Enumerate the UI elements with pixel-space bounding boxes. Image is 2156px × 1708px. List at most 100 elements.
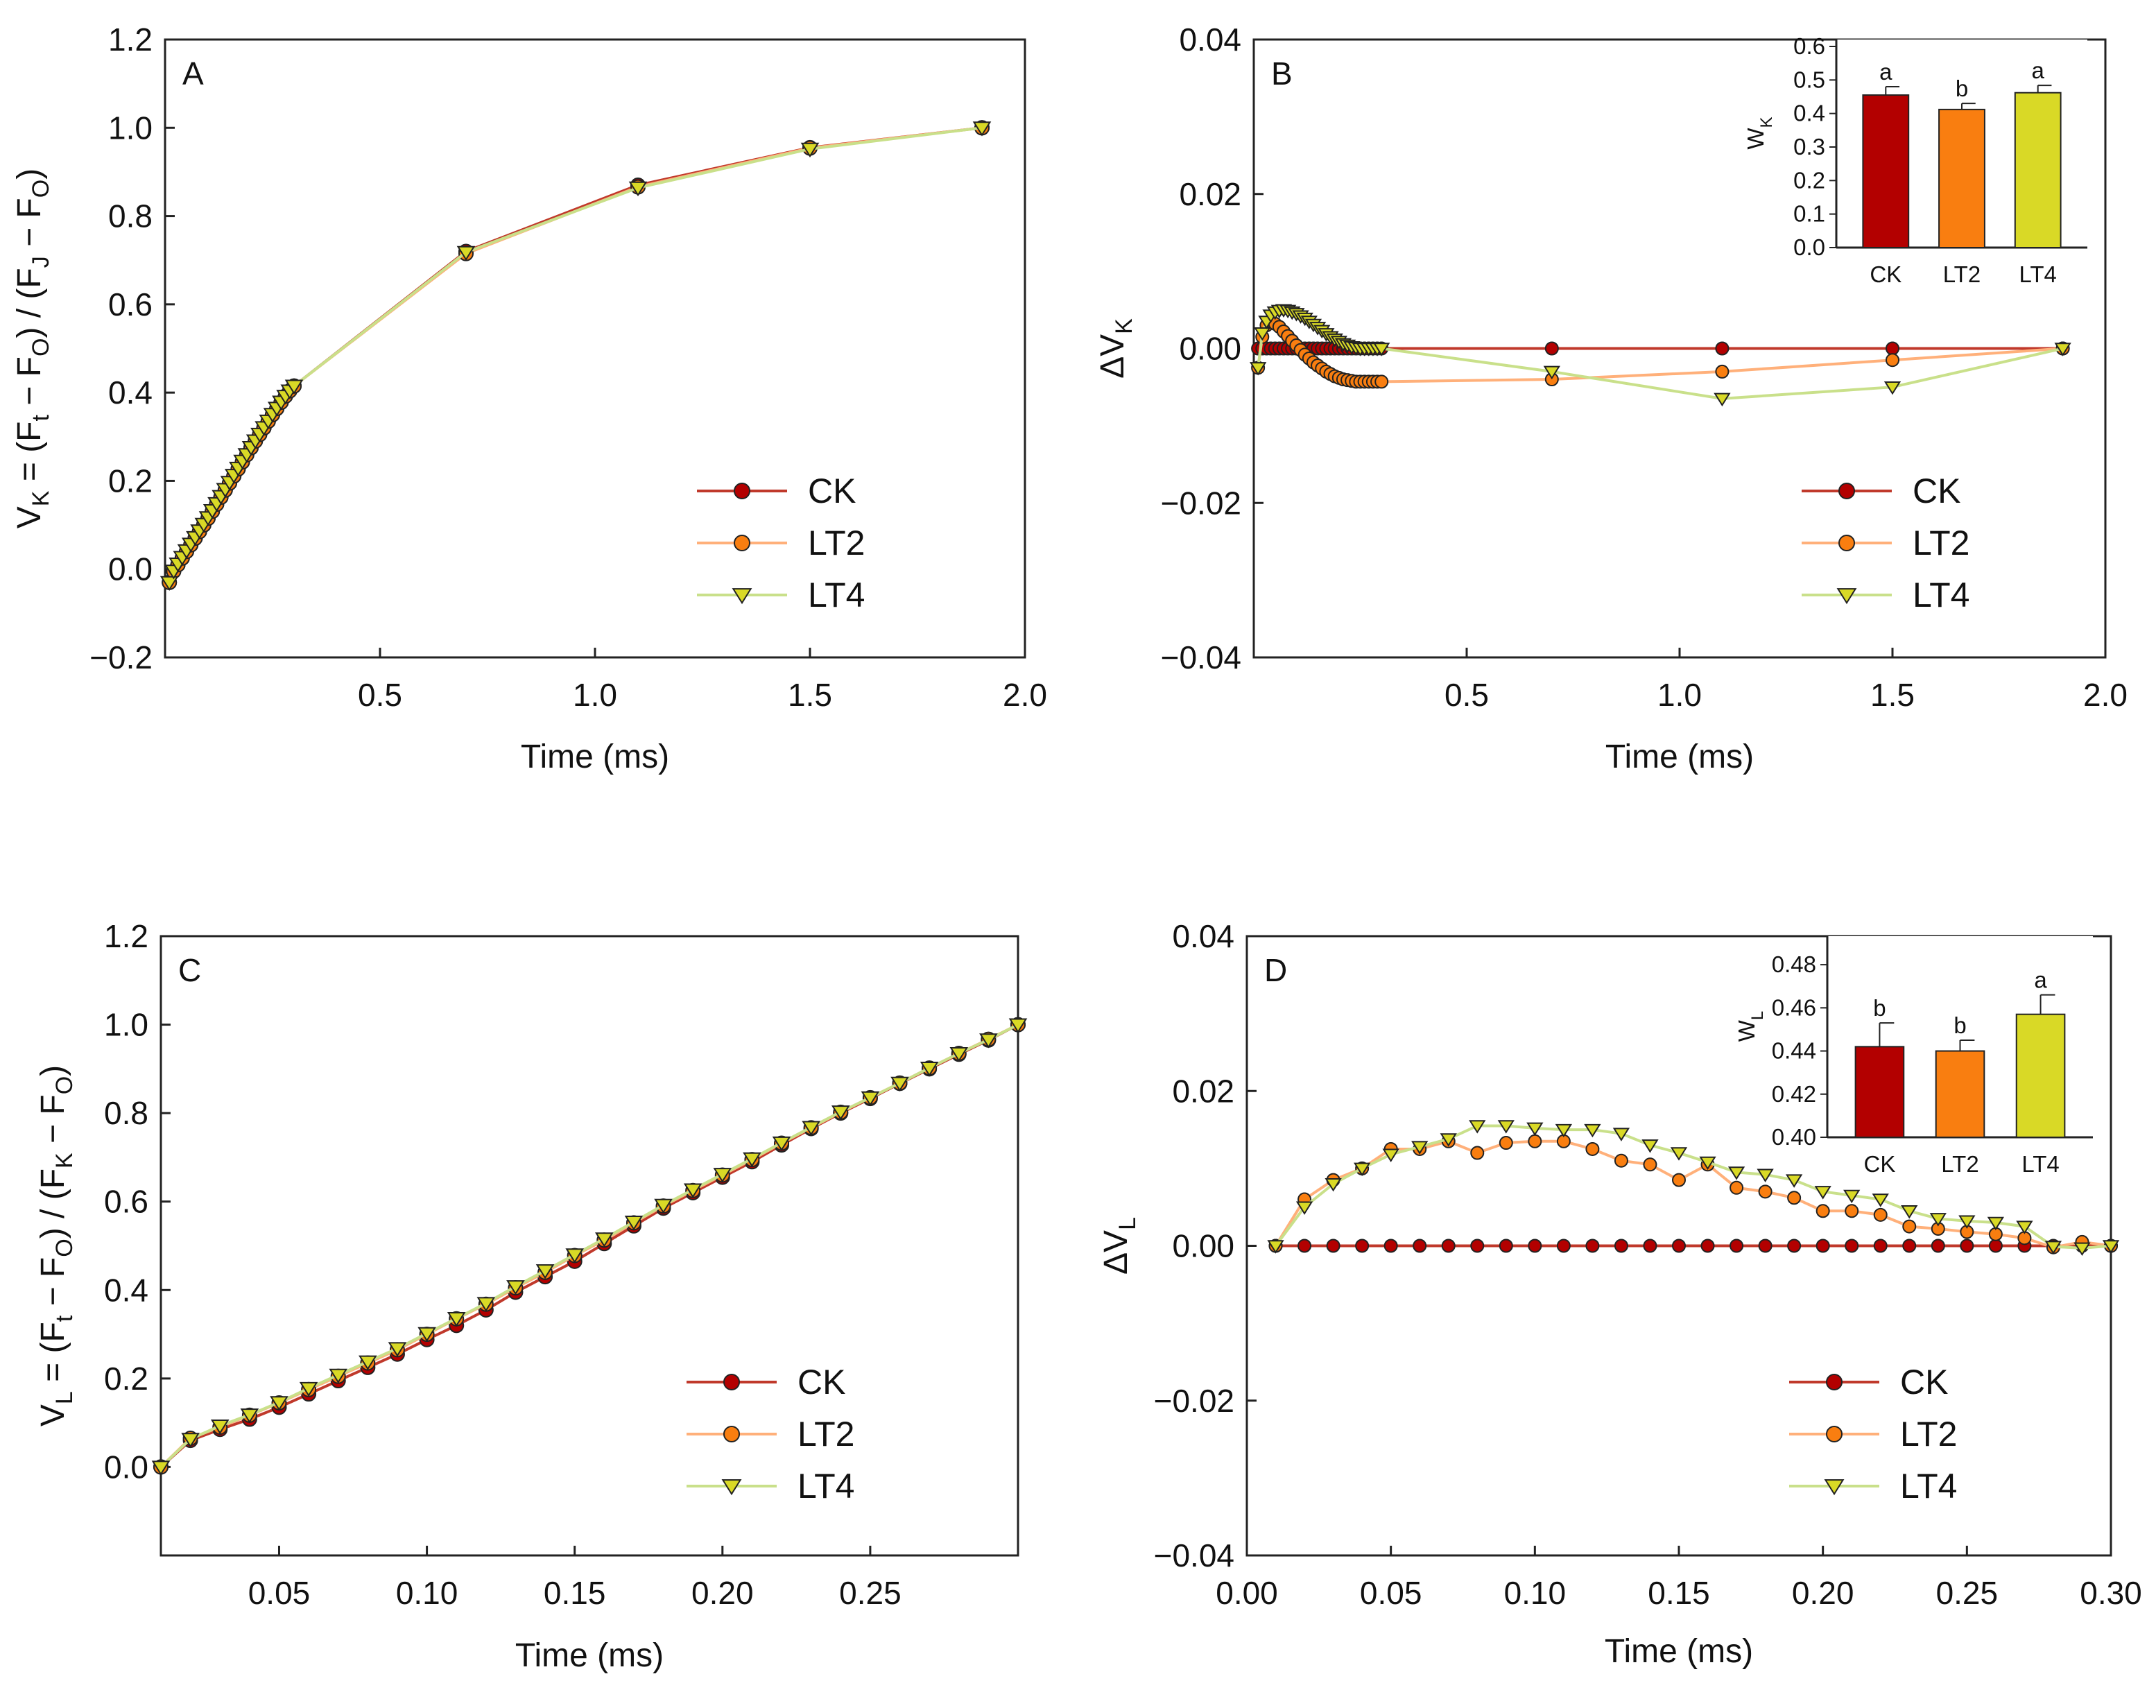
series-lt2 [1268,1134,2118,1254]
plot-frame [159,935,1019,1557]
inset-y-axis-title: WL [1734,1011,1767,1042]
panel-label: A [182,55,204,92]
y-tick-label: 0.4 [108,374,153,411]
inset-y-tick-label: 0.0 [1793,234,1825,260]
panel-c: C 0.0 0.2 0.4 0.6 0.8 1.0 1.2 0.05 0.10 0.15 0.20 0.… [35,918,1028,1674]
label-subscript: O [28,338,54,356]
data-point-ck [1470,1239,1485,1253]
data-point-ck [1988,1239,2003,1253]
data-point-lt4 [1714,393,1731,407]
data-point-lt4 [1929,1213,1947,1227]
data-point-lt2 [1499,1136,1513,1150]
y-tick-label: 0.00 [1172,1228,1234,1264]
label-subscript: K [28,490,54,506]
label-part: − F [11,356,48,415]
label-part: V [35,1404,71,1426]
data-point-lt4 [979,1033,998,1049]
data-point-lt4 [721,1479,742,1496]
data-point-lt2 [1886,353,1899,368]
data-point-lt4 [1883,381,1901,395]
legend: CK LT2 LT4 [697,472,865,614]
x-tick-label: 0.5 [358,677,402,713]
inset-y-tick-label: 0.48 [1772,951,1816,977]
data-point-lt4 [476,1297,496,1312]
x-tick-label: 0.20 [1792,1575,1854,1611]
data-point-lt4 [624,1216,644,1231]
data-point-lt4 [654,1198,673,1214]
data-point-lt2 [1873,1207,1888,1222]
legend-label-ck: CK [808,472,856,510]
data-point-lt2 [1585,1141,1600,1156]
inset-significance-label: a [1879,59,1892,85]
legend-label-lt2: LT2 [808,524,865,562]
inset-y-tick-label: 0.1 [1793,201,1825,227]
y-axis-title: ΔVK [1094,318,1137,379]
panel-label: D [1264,952,1287,988]
x-tick-label: 0.15 [544,1575,606,1611]
x-tick-label: 1.0 [573,677,617,713]
panel-a: A −0.2 0.0 0.2 0.4 0.6 0.8 1.0 1.2 0.5 1.0 1.5 2.0 Ti… [11,21,1047,775]
legend: CK LT2 LT4 [1802,472,1969,614]
label-subscript: J [28,256,54,268]
label-subscript: L [51,1391,78,1404]
data-point-ck [1960,1239,1974,1253]
data-point-lt4 [447,1312,466,1327]
label-subscript: t [51,1315,78,1322]
data-point-lt4 [628,181,648,197]
label-part: ) / (F [11,268,48,338]
inset-bar-lt4 [2015,1013,2066,1138]
data-point-lt2 [1838,535,1855,551]
data-point-ck [1845,1239,1859,1253]
y-tick-label: 0.4 [104,1272,148,1308]
data-point-lt4 [1543,365,1560,380]
x-tick-label: 0.20 [691,1575,754,1611]
data-point-lt4 [1727,1166,1745,1180]
legend-label-lt4: LT4 [1913,576,1969,614]
data-point-lt4 [1249,362,1267,376]
data-point-lt4 [359,1355,377,1370]
inset-y-axis-title: WK [1743,117,1776,149]
data-point-lt4 [151,1460,171,1476]
inset-significance-label: a [2034,967,2047,993]
inset-category-label: LT4 [2021,1151,2059,1177]
legend: CK LT2 LT4 [687,1363,854,1506]
legend-label-lt4: LT4 [797,1467,854,1506]
inset-bar-ck [1854,1046,1905,1139]
data-point-lt4 [1785,1174,1803,1188]
inset-y-tick-label: 0.5 [1793,67,1825,92]
data-point-lt4 [1353,1162,1371,1177]
inset-category-label: CK [1864,1151,1896,1177]
data-point-lt2 [1672,1173,1686,1187]
y-tick-label: 0.8 [104,1095,148,1131]
data-point-lt2 [1845,1204,1859,1218]
inset-significance-label: b [1873,995,1886,1021]
label-subscript: t [28,414,54,421]
inset-bar-ck [1862,94,1910,248]
data-point-lt4 [1295,1201,1313,1215]
label-part: − F [35,1257,71,1315]
data-point-lt2 [1374,374,1389,389]
data-point-lt4 [800,142,820,158]
x-tick-label: 0.00 [1216,1575,1278,1611]
data-point-lt2 [723,1426,740,1442]
data-point-lt4 [2044,1241,2062,1254]
y-tick-label: 0.00 [1179,331,1241,367]
data-point-lt4 [920,1062,939,1077]
legend-label-lt2: LT2 [1900,1415,1957,1453]
data-point-lt4 [1612,1128,1630,1141]
data-point-lt4 [1872,1193,1889,1207]
data-point-ck [1556,1239,1571,1253]
data-point-ck [1297,1239,1312,1253]
data-point-lt4 [1555,1123,1573,1138]
data-point-lt2 [1758,1184,1773,1199]
data-point-lt4 [1757,1168,1774,1183]
data-point-lt4 [732,588,752,605]
y-tick-label: 1.0 [104,1007,148,1043]
label-part: W [1734,1019,1759,1042]
y-axis-title: VL = (Ft − FO) / (FK − FO) [35,1065,78,1426]
data-point-ck [1672,1239,1686,1253]
data-point-lt4 [1641,1139,1659,1153]
legend-label-lt4: LT4 [1900,1467,1957,1506]
series-lt4 [1267,1120,2120,1257]
